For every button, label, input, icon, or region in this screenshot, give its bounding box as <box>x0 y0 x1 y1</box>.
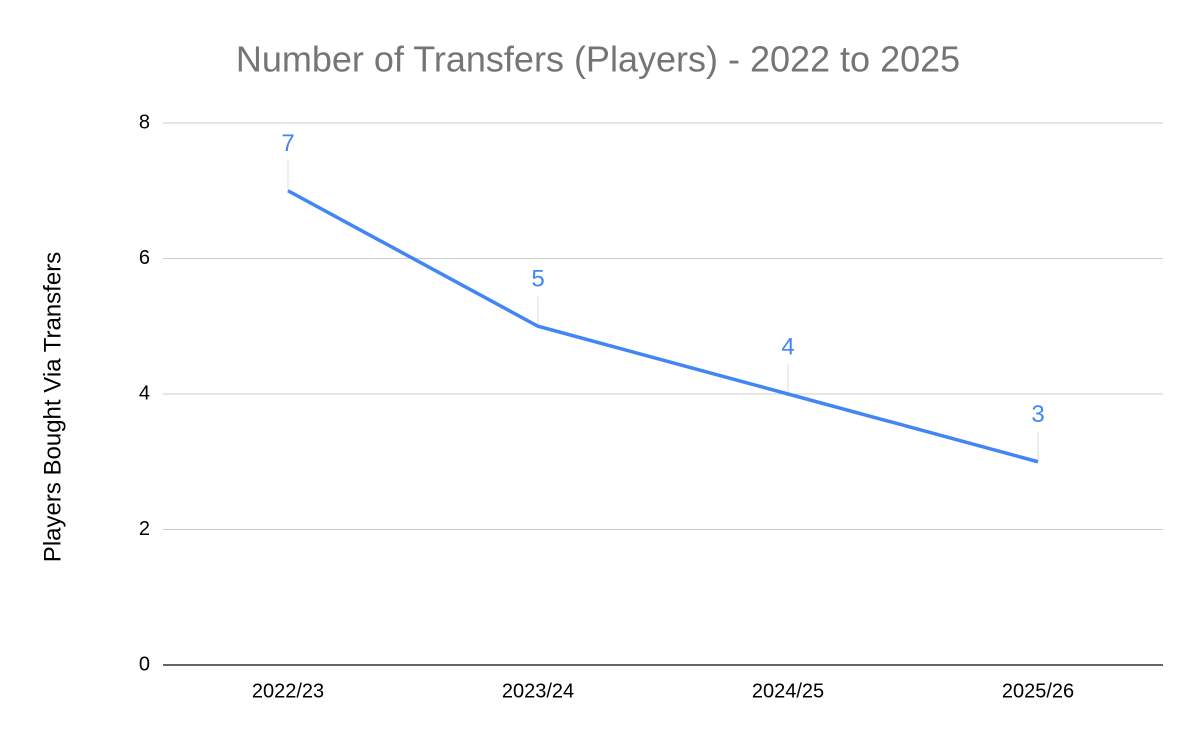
data-label: 3 <box>1031 401 1044 428</box>
x-tick-label: 2024/25 <box>752 680 824 702</box>
chart-title: Number of Transfers (Players) - 2022 to … <box>236 39 960 80</box>
line-series <box>287 189 1039 464</box>
y-tick-label: 8 <box>139 111 150 133</box>
x-tick-label: 2025/26 <box>1002 680 1074 702</box>
data-label: 7 <box>281 130 294 157</box>
y-tick-label: 4 <box>139 382 150 404</box>
y-axis-label: Players Bought Via Transfers <box>39 252 66 562</box>
x-tick-label: 2022/23 <box>252 680 324 702</box>
y-tick-label: 0 <box>139 653 150 675</box>
data-label: 5 <box>531 266 544 293</box>
data-label: 4 <box>781 333 794 360</box>
x-tick-label: 2023/24 <box>502 680 574 702</box>
y-tick-label: 6 <box>139 247 150 269</box>
y-tick-label: 2 <box>139 518 150 540</box>
